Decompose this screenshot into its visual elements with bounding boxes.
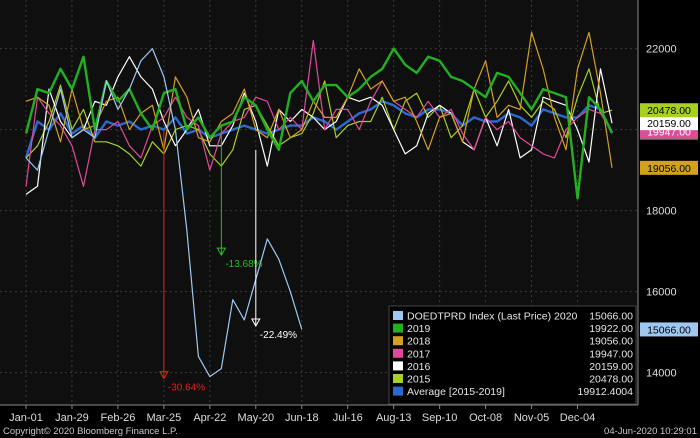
legend-swatch — [393, 336, 403, 346]
x-tick-label: May-20 — [237, 412, 274, 424]
legend-swatch — [393, 311, 403, 320]
series-line-2 — [25, 31, 613, 168]
drop-arrow — [216, 247, 227, 257]
x-tick-label: Jan-01 — [9, 412, 43, 424]
legend-series-last: 19947.00 — [589, 348, 633, 360]
x-tick-label: Mar-25 — [146, 412, 181, 424]
legend-series-name: 2017 — [407, 348, 431, 360]
legend-swatch — [393, 361, 403, 371]
value-label-text: 15066.00 — [647, 324, 691, 336]
x-tick-label: Dec-04 — [560, 412, 595, 424]
last-value-labels: 15066.0019922.0019056.0019947.0020159.00… — [640, 103, 698, 337]
legend-series-name: DOEDTPRD Index (Last Price) 2020 — [407, 311, 578, 323]
y-tick-label: 14000 — [646, 368, 677, 380]
legend-series-last: 20478.00 — [589, 374, 633, 386]
legend-series-name: 2016 — [407, 361, 431, 373]
drop-percent-label: -13.68% — [225, 259, 262, 270]
drop-arrow — [159, 371, 169, 380]
legend-series-last: 19922.00 — [589, 323, 633, 335]
series-line-6 — [24, 100, 614, 159]
series-line-5 — [25, 68, 613, 167]
legend-series-name: 2019 — [407, 323, 431, 335]
legend-series-name: Average [2015-2019] — [407, 386, 505, 398]
x-tick-label: Aug-13 — [376, 412, 411, 424]
x-tick-label: Sep-10 — [422, 412, 457, 424]
copyright-text: Copyright© 2020 Bloomberg Finance L.P. — [3, 426, 178, 437]
legend-series-last: 19056.00 — [589, 336, 633, 348]
series-line-1 — [24, 47, 614, 200]
x-axis-ticks: Jan-01 Jan-29 Feb-26 Mar-25 Apr-22 May-20 Jun-… — [9, 405, 595, 424]
series-line-3 — [25, 39, 613, 187]
series-line-4 — [25, 56, 613, 195]
legend-swatch — [393, 348, 403, 358]
x-tick-label: Oct-08 — [469, 412, 502, 424]
series-lines — [24, 31, 614, 378]
x-tick-label: Jun-18 — [285, 412, 319, 424]
x-tick-label: Apr-22 — [193, 412, 226, 424]
value-label-box — [640, 160, 698, 175]
drop-annotations: -30.64% -13.68% -22.49% — [159, 125, 297, 394]
value-label-box — [640, 116, 698, 131]
legend: DOEDTPRD Index (Last Price) 2020 15066.00… — [388, 305, 637, 405]
x-tick-label: Feb-26 — [100, 412, 135, 424]
y-tick-label: 16000 — [646, 287, 677, 299]
legend-box — [388, 305, 637, 405]
value-label-text: 20159.00 — [647, 118, 691, 130]
legend-series-last: 19912.4004 — [578, 386, 634, 398]
value-label-box — [640, 103, 698, 118]
legend-swatch — [393, 323, 403, 333]
value-label-text: 20478.00 — [647, 105, 691, 117]
drop-percent-label: -30.64% — [168, 383, 205, 394]
legend-swatch — [393, 386, 403, 396]
legend-series-last: 20159.00 — [589, 361, 633, 373]
legend-series-last: 15066.00 — [589, 311, 633, 323]
value-label-text: 19056.00 — [647, 163, 691, 175]
legend-series-name: 2015 — [407, 374, 431, 386]
legend-series-name: 2018 — [407, 336, 431, 348]
y-tick-label: 22000 — [646, 44, 677, 56]
y-tick-label: 18000 — [646, 206, 677, 218]
x-tick-label: Jan-29 — [55, 412, 89, 424]
legend-swatch — [393, 374, 403, 383]
drop-arrow — [250, 318, 261, 328]
value-label-box — [640, 322, 698, 337]
timestamp-text: 04-Jun-2020 10:29:01 — [604, 426, 697, 437]
drop-percent-label: -22.49% — [260, 330, 297, 341]
x-tick-label: Nov-05 — [514, 412, 549, 424]
x-tick-label: Jul-16 — [333, 412, 363, 424]
